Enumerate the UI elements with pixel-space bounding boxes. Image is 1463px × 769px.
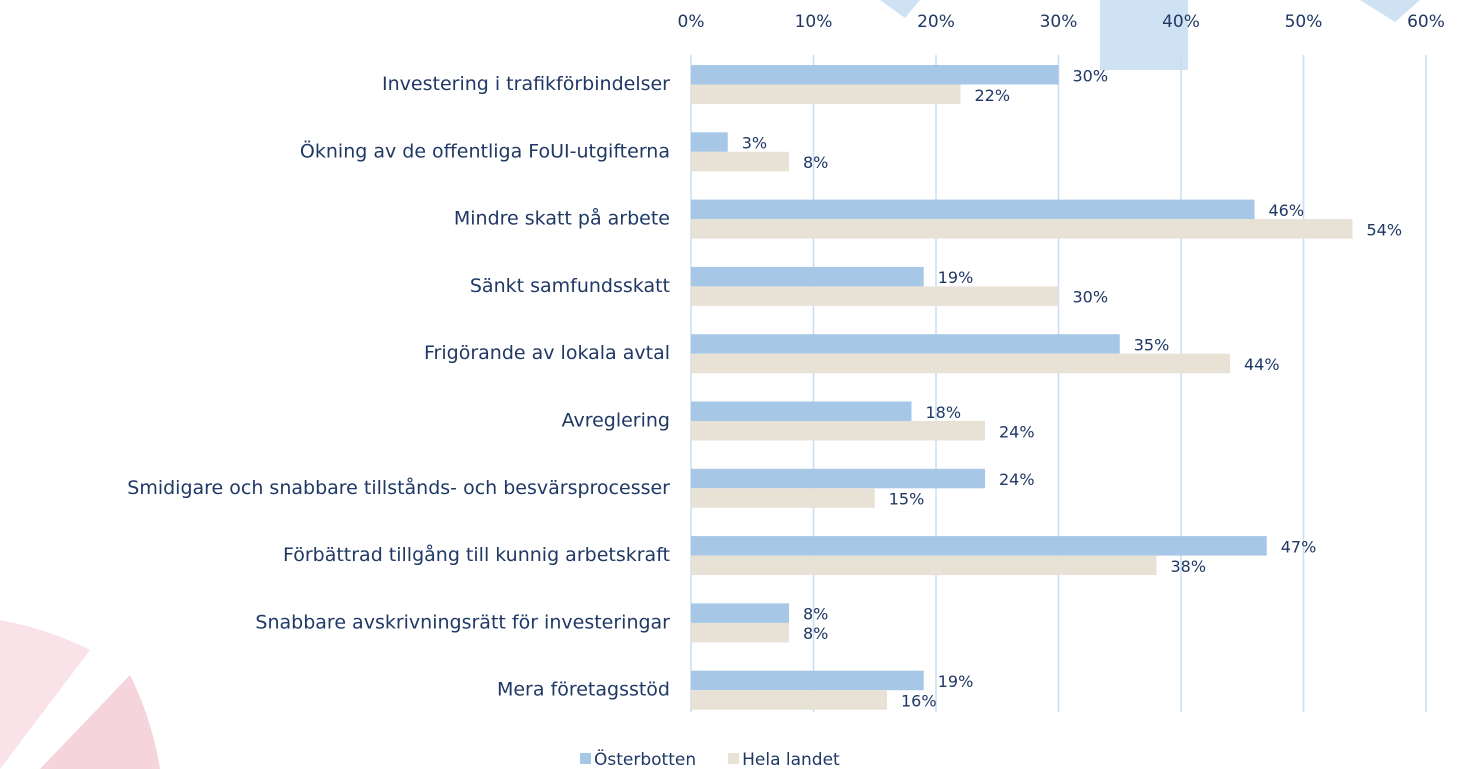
category-label: Snabbare avskrivningsrätt för investerin… <box>255 611 670 633</box>
value-label: 24% <box>999 470 1035 489</box>
value-label: 8% <box>803 624 828 643</box>
value-label: 35% <box>1134 335 1170 354</box>
bar <box>691 353 1230 374</box>
bar <box>691 555 1157 576</box>
category-label: Mera företagsstöd <box>497 679 670 701</box>
bar <box>691 690 887 710</box>
decor-shape <box>40 675 160 769</box>
value-label: 15% <box>889 490 925 509</box>
x-tick-label: 30% <box>1040 12 1078 32</box>
bar <box>691 132 728 152</box>
bar <box>691 84 961 104</box>
category-label: Investering i trafikförbindelser <box>382 73 670 95</box>
legend-label: Österbotten <box>594 748 696 769</box>
category-label: Mindre skatt på arbete <box>454 207 670 230</box>
x-tick-label: 40% <box>1162 12 1200 32</box>
x-tick-label: 50% <box>1285 12 1323 32</box>
decoration <box>0 0 1420 769</box>
bar <box>691 286 1059 306</box>
value-label: 47% <box>1281 537 1317 556</box>
decor-shape <box>880 0 920 18</box>
bar <box>691 536 1267 556</box>
value-label: 8% <box>803 153 828 172</box>
bar <box>691 219 1353 239</box>
category-label: Förbättrad tillgång till kunnig arbetskr… <box>283 543 670 566</box>
category-label: Frigörande av lokala avtal <box>424 342 670 364</box>
bar <box>691 65 1059 85</box>
value-label: 30% <box>1073 66 1109 85</box>
value-label: 22% <box>975 86 1011 105</box>
legend-swatch <box>728 753 740 764</box>
x-tick-label: 10% <box>795 12 833 32</box>
legend-label: Hela landet <box>742 750 840 769</box>
decor-shape <box>1100 0 1188 70</box>
value-label: 3% <box>742 134 767 153</box>
value-label: 18% <box>926 403 962 422</box>
bar <box>691 199 1255 220</box>
value-label: 24% <box>999 422 1035 441</box>
value-label: 54% <box>1367 220 1403 239</box>
category-label: Ökning av de offentliga FoUI-utgifterna <box>300 139 670 162</box>
bar <box>691 334 1120 354</box>
value-label: 38% <box>1171 557 1207 576</box>
bar <box>691 401 912 421</box>
category-label: Avreglering <box>562 410 670 432</box>
category-label: Smidigare och snabbare tillstånds- och b… <box>127 476 670 499</box>
bar <box>691 603 789 623</box>
legend-swatch <box>580 753 591 764</box>
bar <box>691 488 875 508</box>
bar <box>691 670 924 691</box>
value-label: 44% <box>1244 355 1280 374</box>
x-tick-label: 0% <box>678 12 705 32</box>
decor-shape <box>0 620 90 769</box>
value-label: 46% <box>1269 201 1305 220</box>
value-label: 30% <box>1073 288 1109 307</box>
bar <box>691 266 924 287</box>
value-label: 19% <box>938 672 974 691</box>
bar <box>691 421 985 441</box>
value-label: 8% <box>803 605 828 624</box>
bar <box>691 468 985 489</box>
value-label: 16% <box>901 691 937 710</box>
x-tick-label: 60% <box>1407 12 1445 32</box>
category-label: Sänkt samfundsskatt <box>470 275 670 297</box>
x-tick-label: 20% <box>917 12 955 32</box>
value-label: 19% <box>938 268 974 287</box>
bar <box>691 622 789 643</box>
bar <box>691 151 789 172</box>
decor-shape <box>1360 0 1420 22</box>
